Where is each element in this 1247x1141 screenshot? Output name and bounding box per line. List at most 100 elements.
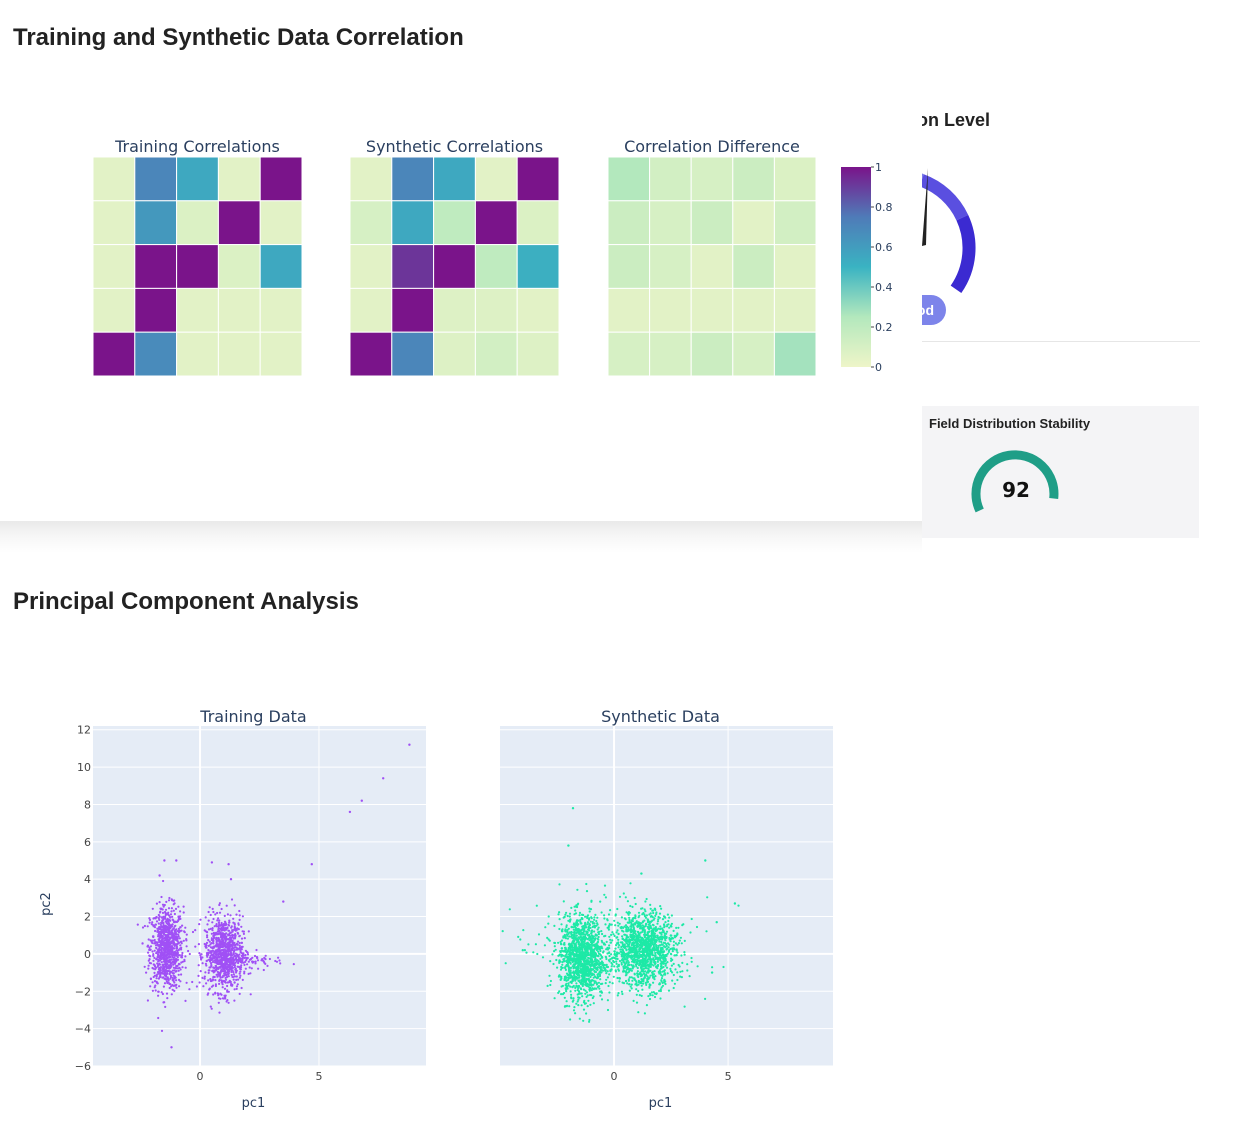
section-divider [0,521,922,553]
scatter-point [659,938,662,941]
scatter-point [206,923,209,926]
scatter-point [568,915,571,918]
heatmap-cell [349,156,393,202]
scatter-point [562,900,565,903]
scatter-point [579,987,582,990]
scatter-point [670,964,674,967]
scatter-point [575,982,578,985]
heatmap-cell [773,287,817,333]
scatter-point [565,990,568,993]
scatter-point [163,930,166,933]
scatter-point [567,919,570,922]
scatter-point [214,979,217,982]
heatmap-cell [690,244,734,289]
scatter-point [640,959,643,962]
scatter-point [219,952,222,956]
scatter-point [594,945,597,948]
scatter-point [649,965,652,968]
scatter-point [587,977,590,980]
scatter-point [585,890,589,893]
scatter-point [634,979,637,982]
scatter-point [639,953,642,956]
scatter-point [590,968,594,971]
scatter-point [656,934,659,937]
scatter-point [593,918,596,921]
heatmap-cell [607,287,651,333]
scatter-point [201,976,204,979]
heatmap-cell [92,156,136,202]
scatter-point [157,994,160,997]
scatter-point [640,978,643,981]
scatter-point [599,957,602,960]
correlation-panel: Training and Synthetic Data Correlation … [0,0,922,521]
scatter-point [256,959,260,962]
scatter-point [227,1001,230,1004]
scatter-point [604,934,607,937]
scatter-point [155,958,158,961]
scatter-point [577,973,580,976]
scatter-point [632,927,635,930]
scatter-point [565,924,568,927]
scatter-point [563,996,566,999]
heatmap-cell [349,287,393,333]
scatter-point [666,947,669,950]
scatter-point [161,935,164,938]
scatter-point [637,932,640,935]
scatter-point [574,1012,577,1015]
scatter-point [640,872,643,875]
scatter-point [681,924,684,927]
scatter-point [203,975,206,978]
scatter-point [164,924,167,927]
scatter-point [231,939,234,942]
scatter-point [228,963,231,966]
scatter-point [633,961,636,964]
scatter-point [621,953,624,956]
scatter-point [578,947,581,950]
scatter-point [568,912,572,915]
scatter-point [584,937,587,940]
scatter-point [169,933,172,936]
y-tick-label: 12 [77,724,91,737]
scatter-point [663,934,666,937]
scatter-point [634,917,637,920]
scatter-point [159,927,162,930]
scatter-point [546,936,549,939]
scatter-point [527,943,530,946]
scatter-point [576,888,579,891]
scatter-point [191,930,195,934]
heatmap-cell [217,156,261,202]
scatter-point [663,972,667,975]
scatter-point [575,951,579,954]
scatter-point [207,971,210,974]
scatter-point [213,936,216,939]
scatter-point [205,982,208,985]
scatter-point [566,930,569,934]
scatter-point [157,990,160,993]
scatter-point [182,911,185,914]
scatter-point [623,925,626,928]
scatter-point [584,945,588,948]
scatter-point [579,918,582,921]
scatter-point [208,940,211,943]
scatter-point [593,916,596,919]
scatter-point [647,995,650,998]
scatter-point [655,939,658,942]
scatter-point [240,954,243,957]
scatter-point [618,952,621,955]
scatter-point [522,929,525,932]
heatmap-cell [433,156,476,202]
scatter-point [572,949,575,952]
scatter-point [254,960,257,963]
scatter-point [194,945,197,948]
scatter-point [664,916,667,919]
scatter-point [220,933,223,936]
scatter-point [561,961,564,964]
scatter-point [230,968,233,972]
scatter-point [607,925,611,928]
scatter-point [215,945,218,948]
scatter-point [181,924,184,927]
scatter-point [154,923,157,926]
scatter-point [217,1001,220,1004]
scatter-point [652,946,655,949]
scatter-point [626,943,630,946]
